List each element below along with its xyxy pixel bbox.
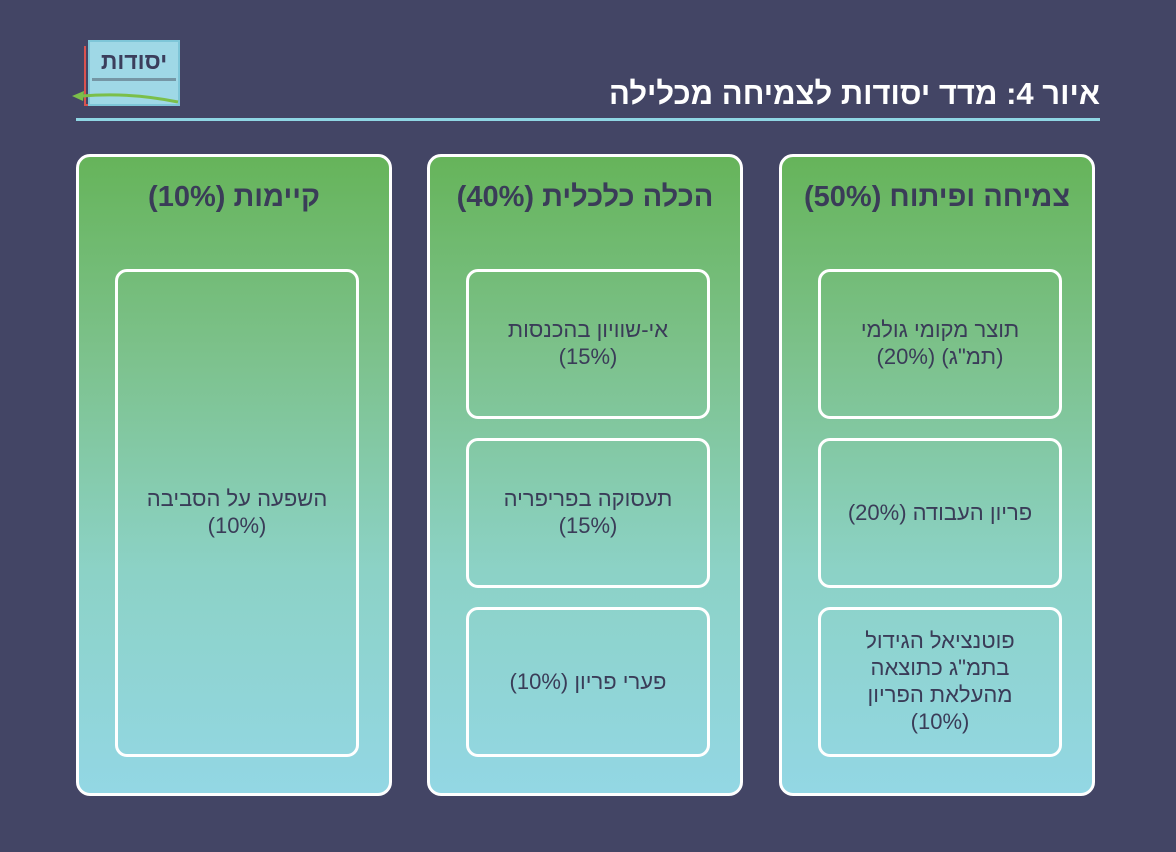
logo: יסודות [70, 38, 182, 108]
indicator-box: פוטנציאל הגידול בתמ"ג כתוצאה מהעלאת הפרי… [818, 607, 1062, 757]
indicator-text: השפעה על הסביבה (10%) [146, 486, 328, 538]
column-title: קיימות (10%) [148, 181, 320, 213]
indicator-text: אי-שוויון בהכנסות (15%) [507, 317, 669, 369]
column-title: צמיחה ופיתוח (50%) [804, 181, 1070, 213]
indicator-text: פוטנציאל הגידול בתמ"ג כתוצאה מהעלאת הפרי… [865, 628, 1015, 734]
logo-arrow-icon [72, 91, 179, 104]
column-growth: צמיחה ופיתוח (50%) תוצר מקומי גולמי (תמ"… [779, 154, 1095, 796]
indicator-text: תעסוקה בפריפריה (15%) [503, 486, 673, 538]
column-sustainability: קיימות (10%) השפעה על הסביבה (10%) [76, 154, 392, 796]
indicator-box: פריון העבודה (20%) [818, 438, 1062, 588]
indicator-box: השפעה על הסביבה (10%) [115, 269, 359, 757]
column-title: הכלה כלכלית (40%) [456, 181, 714, 213]
logo-subtitle-line [92, 78, 176, 81]
indicator-box: אי-שוויון בהכנסות (15%) [466, 269, 710, 419]
logo-text: יסודות [100, 48, 168, 74]
column-economic-inclusion: הכלה כלכלית (40%) אי-שוויון בהכנסות (15%… [427, 154, 743, 796]
page-title: איור 4: מדד יסודות לצמיחה מכלילה [608, 76, 1100, 111]
indicator-text: תוצר מקומי גולמי (תמ"ג) (20%) [860, 317, 1020, 369]
title-divider [76, 118, 1100, 121]
indicator-box: תוצר מקומי גולמי (תמ"ג) (20%) [818, 269, 1062, 419]
indicator-box: פערי פריון (10%) [466, 607, 710, 757]
indicator-box: תעסוקה בפריפריה (15%) [466, 438, 710, 588]
indicator-text: פריון העבודה (20%) [847, 499, 1033, 525]
indicator-text: פערי פריון (10%) [509, 668, 667, 694]
